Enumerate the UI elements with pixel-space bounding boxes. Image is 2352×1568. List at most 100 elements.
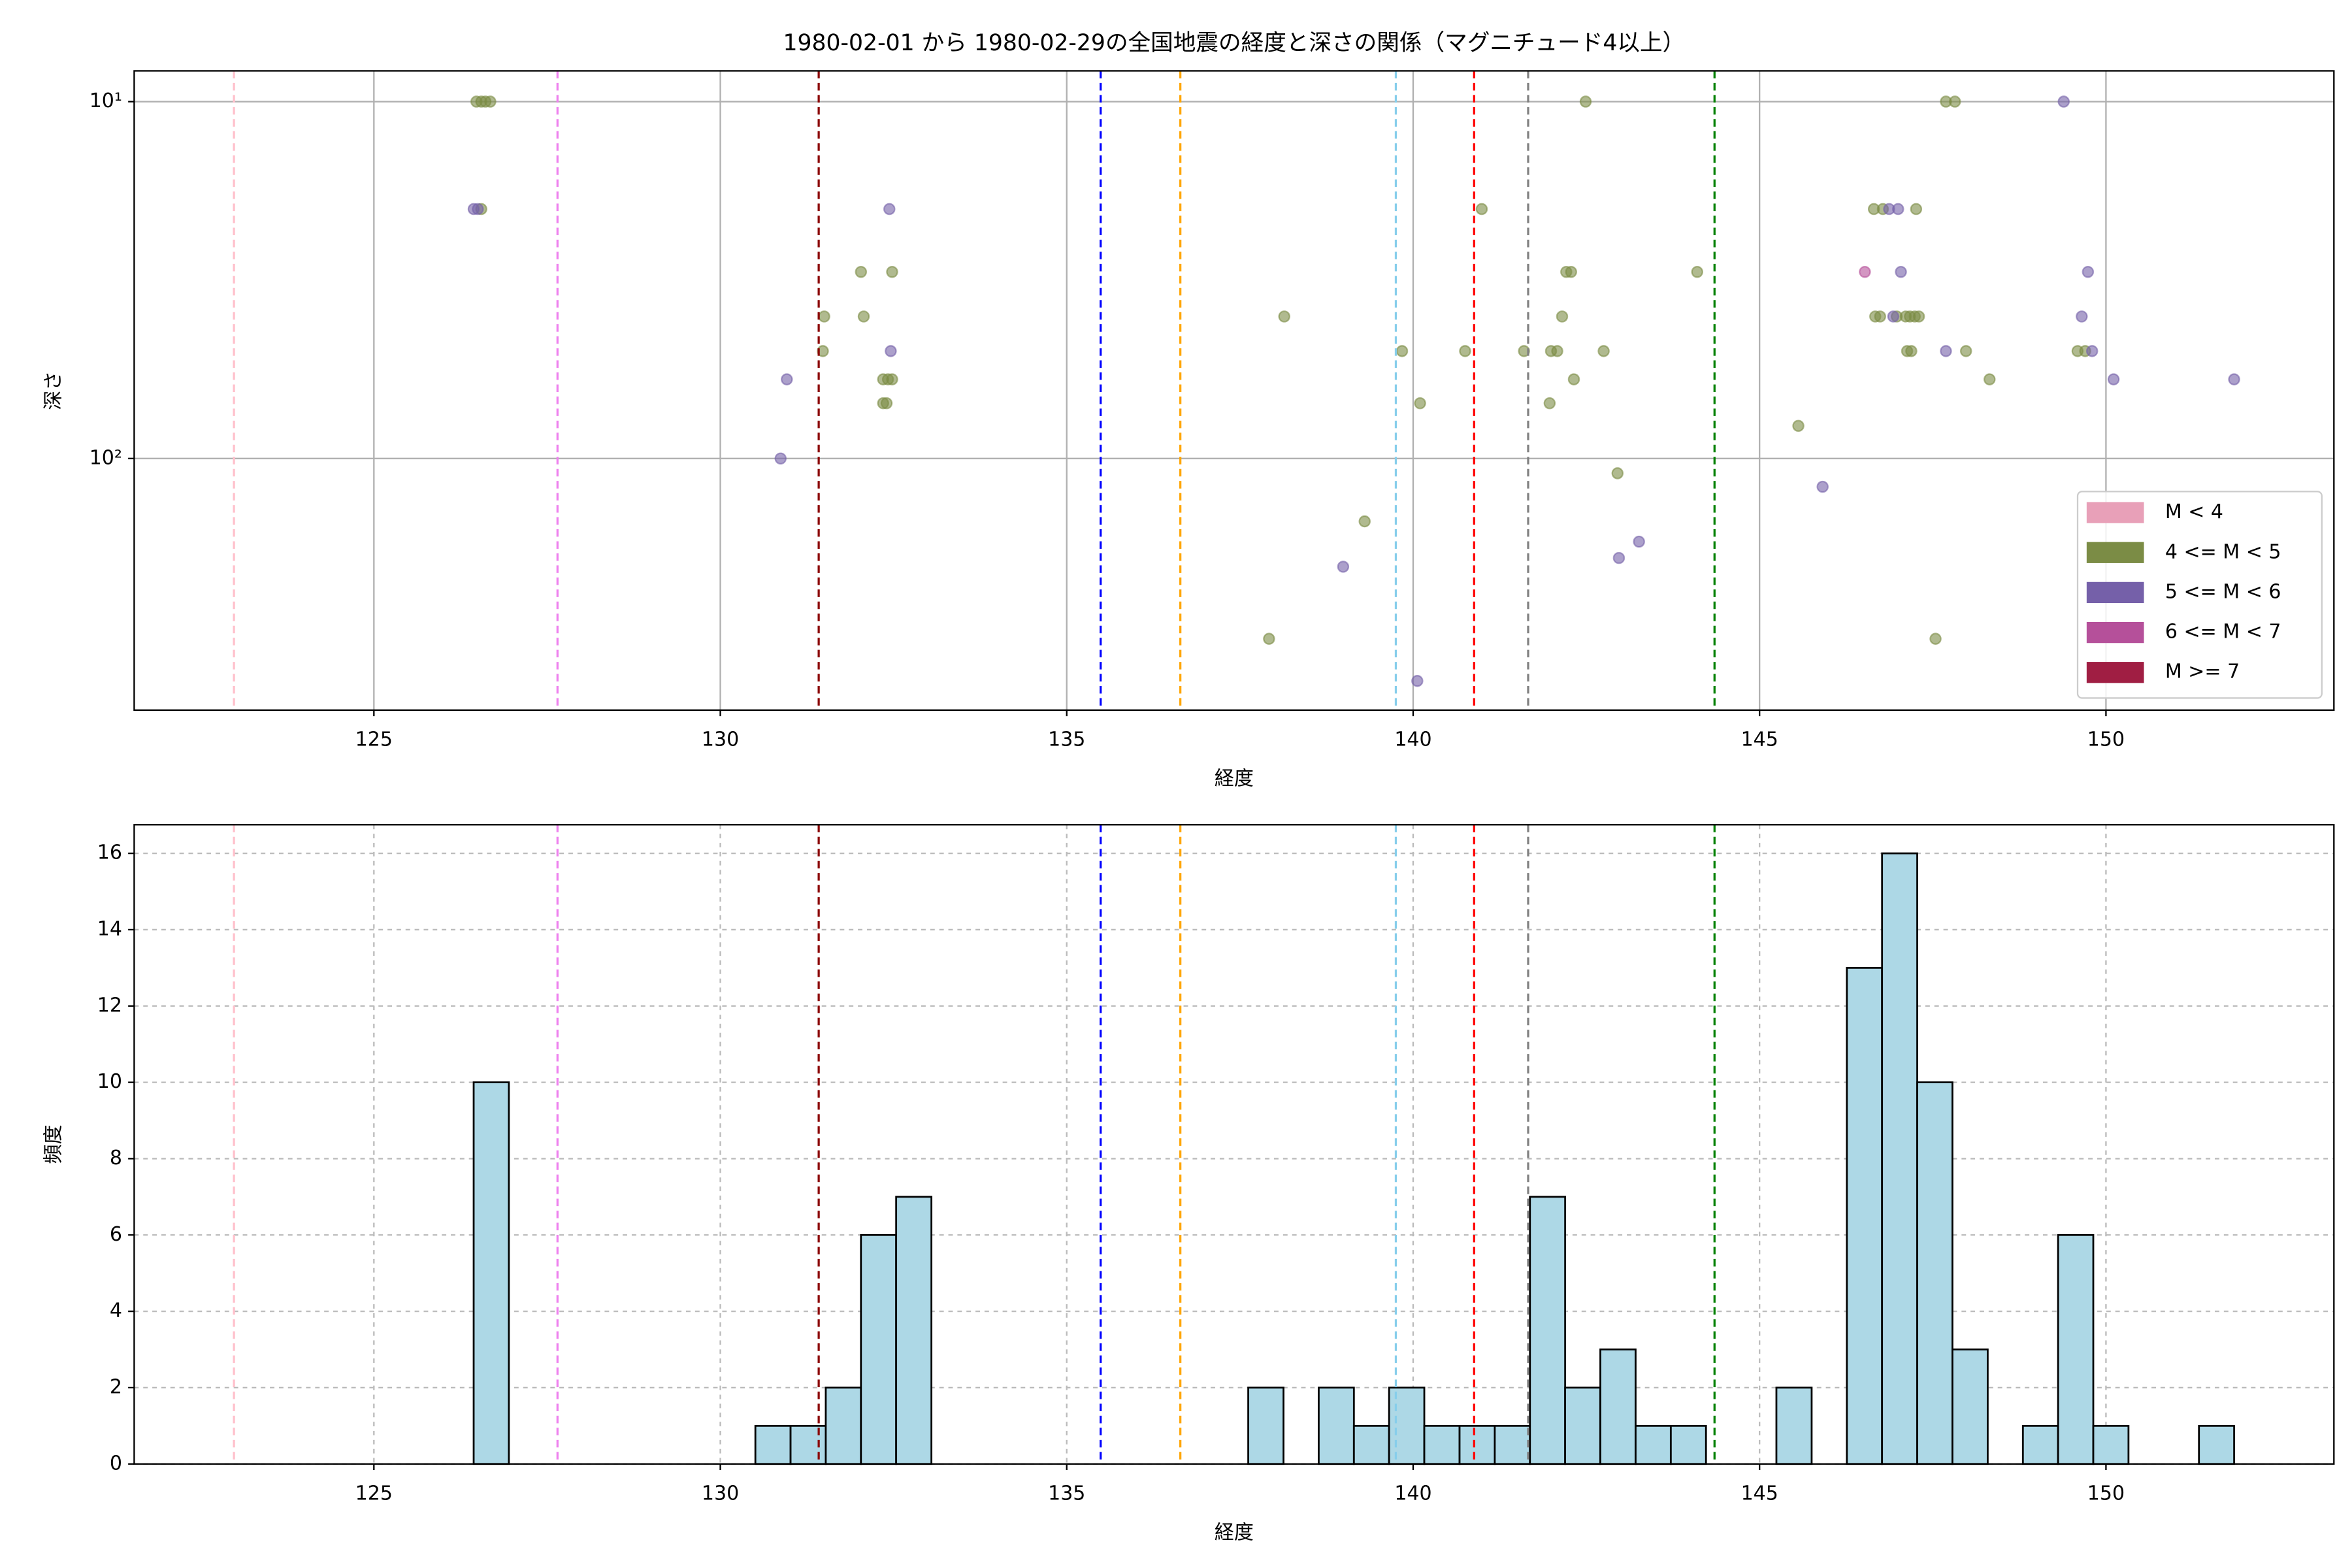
y-tick-label: 4 (110, 1299, 122, 1322)
histogram-bar (1529, 1196, 1567, 1465)
scatter-point (2085, 345, 2099, 357)
legend-swatch (2086, 502, 2144, 523)
legend-swatch (2086, 621, 2144, 644)
legend-label: 5 <= M < 6 (2165, 580, 2281, 603)
y-tick-label: 6 (110, 1223, 122, 1246)
histogram-bar (825, 1386, 862, 1465)
histogram-bar (1635, 1424, 1672, 1465)
scatter-point (1892, 203, 1904, 216)
scatter-point (781, 373, 793, 385)
x-tick-label: 125 (355, 728, 393, 751)
scatter-point (1396, 345, 1409, 357)
x-tick-label: 140 (1394, 1482, 1431, 1505)
scatter-point (1543, 397, 1556, 410)
histogram-bar (1952, 1348, 1989, 1465)
histogram-bar (1669, 1424, 1707, 1465)
scatter-point (857, 310, 870, 323)
scatter-point (885, 345, 897, 357)
y-tick-label: 0 (110, 1452, 122, 1475)
histogram-bar (754, 1424, 792, 1465)
y-axis-label: 深さ (42, 371, 65, 410)
scatter-point (1358, 515, 1371, 528)
x-tick-label: 150 (2087, 728, 2125, 751)
histogram-bar (472, 1081, 510, 1465)
histogram-bar (1494, 1424, 1531, 1465)
histogram-bar (1775, 1386, 1813, 1465)
scatter-point (1263, 632, 1275, 645)
scatter-point (1895, 265, 1907, 278)
scatter-point (1959, 345, 1972, 357)
y-tick-label: 12 (97, 994, 122, 1017)
scatter-point (855, 265, 868, 278)
scatter-point (1984, 373, 1996, 385)
x-tick-label: 145 (1741, 1482, 1778, 1505)
scatter-point (1475, 203, 1488, 216)
scatter-point (2107, 373, 2120, 385)
histogram-bar (789, 1424, 827, 1465)
histogram-bar (1423, 1424, 1461, 1465)
histogram-bar (1564, 1386, 1601, 1465)
scatter-point (1691, 265, 1703, 278)
scatter-point (883, 203, 896, 216)
histogram-bar (1599, 1348, 1637, 1465)
scatter-point (1597, 345, 1610, 357)
scatter-point (1551, 345, 1563, 357)
scatter-point (472, 203, 484, 216)
y-axis-label: 頻度 (42, 1125, 65, 1164)
scatter-point (1929, 632, 1942, 645)
scatter-point (1459, 345, 1471, 357)
x-tick-label: 130 (702, 728, 739, 751)
x-axis-label: 経度 (1215, 768, 1254, 791)
plot-frame (133, 824, 2335, 1465)
y-tick-label: 10² (90, 446, 122, 469)
scatter-point (1611, 467, 1624, 480)
histogram-bar (895, 1196, 933, 1465)
histogram-bar (2198, 1424, 2235, 1465)
scatter-point (1949, 95, 1961, 108)
scatter-point (1874, 310, 1886, 323)
scatter-point (1414, 397, 1426, 410)
scatter-point (774, 452, 787, 465)
scatter-point (2076, 310, 2088, 323)
x-tick-label: 130 (702, 1482, 739, 1505)
scatter-point (886, 265, 898, 278)
legend-label: M < 4 (2165, 500, 2223, 523)
scatter-point (1816, 480, 1829, 493)
x-axis-label: 経度 (1215, 1521, 1254, 1544)
scatter-point (1859, 265, 1871, 278)
scatter-point (1912, 310, 1925, 323)
histogram-bar (1318, 1386, 1355, 1465)
histogram-bar (860, 1233, 898, 1465)
scatter-point (1579, 95, 1592, 108)
scatter-point (1905, 345, 1918, 357)
plot-frame (133, 70, 2335, 711)
x-tick-label: 140 (1394, 728, 1431, 751)
x-tick-label: 125 (355, 1482, 393, 1505)
y-tick-label: 10 (97, 1070, 122, 1093)
scatter-point (1910, 203, 1923, 216)
y-tick-label: 2 (110, 1375, 122, 1398)
legend-label: 6 <= M < 7 (2165, 621, 2281, 644)
histogram-bar (1458, 1424, 1496, 1465)
scatter-point (880, 397, 893, 410)
scatter-point (886, 373, 898, 385)
histogram-bar (2021, 1424, 2059, 1465)
histogram-bar (1388, 1386, 1426, 1465)
histogram-bar (1881, 852, 1918, 1465)
chart-title: 1980-02-01 から 1980-02-29の全国地震の経度と深さの関係（マ… (783, 30, 1685, 56)
scatter-point (818, 310, 830, 323)
scatter-point (1887, 310, 1900, 323)
scatter-point (1567, 373, 1580, 385)
scatter-point (817, 345, 829, 357)
scatter-point (2057, 95, 2070, 108)
histogram-bar (2057, 1233, 2095, 1465)
scatter-point (1612, 551, 1625, 564)
histogram-bar (1247, 1386, 1284, 1465)
scatter-point (484, 95, 497, 108)
scatter-point (1940, 345, 1952, 357)
legend-swatch (2086, 662, 2144, 683)
scatter-point (1792, 419, 1805, 433)
scatter-point (1633, 535, 1645, 548)
